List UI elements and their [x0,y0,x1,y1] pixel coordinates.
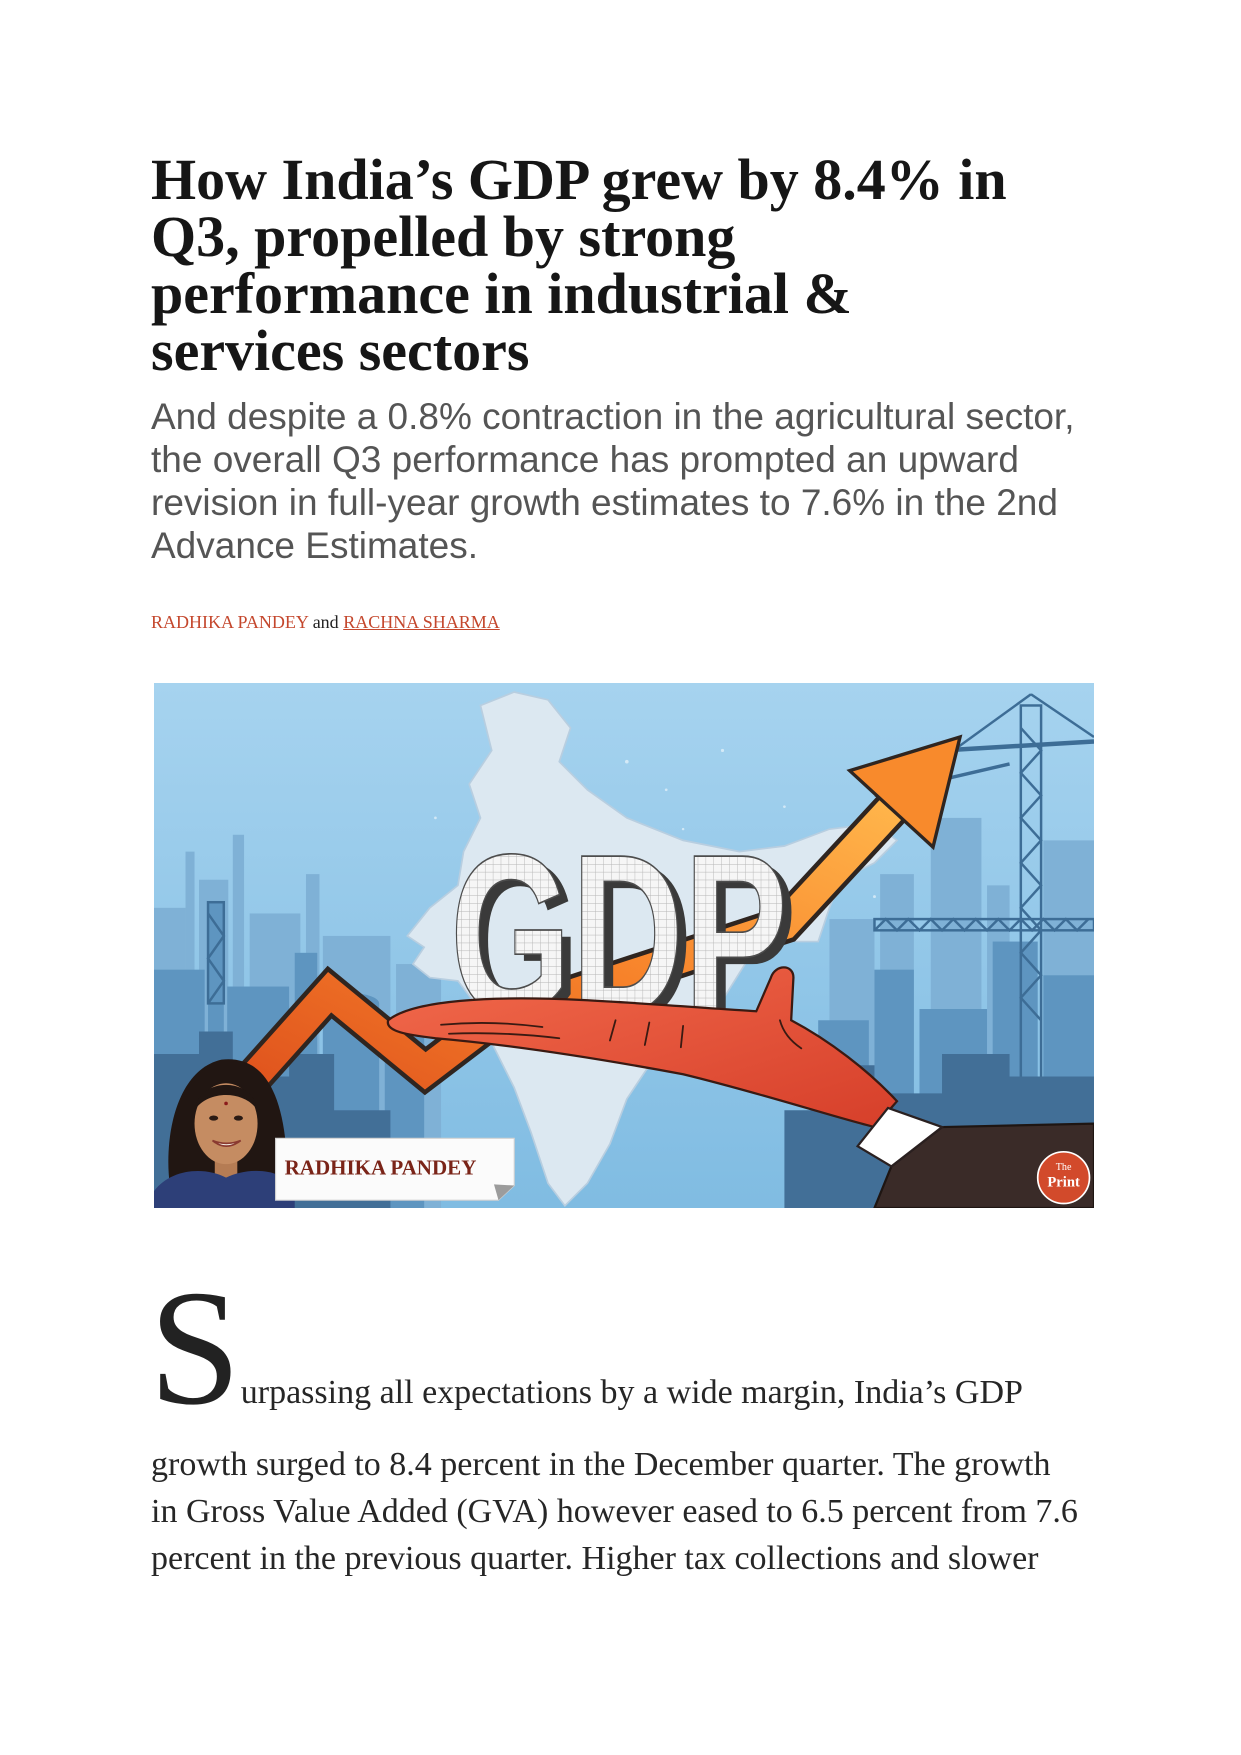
article-subtitle: And despite a 0.8% contraction in the ag… [151,396,1075,566]
hand-illustration [386,966,899,1129]
print-logo-text-top: The [1056,1162,1072,1173]
byline-joiner: and [312,612,339,632]
article-first-line: S urpassing all expectations by a wide m… [149,1265,1023,1430]
byline: RADHIKA PANDEY and RACHNA SHARMA [151,611,500,633]
author-link-radhika-pandey[interactable]: RADHIKA PANDEY [151,612,309,632]
author-portrait [154,1059,295,1208]
drop-cap: S [149,1256,241,1439]
portrait-label-text: RADHIKA PANDEY [285,1155,477,1179]
hero-illustration-svg: GDP GDP [154,683,1094,1208]
portrait-label: RADHIKA PANDEY [275,1137,515,1201]
print-logo-text-bottom: Print [1047,1175,1080,1191]
body-line: percent in the previous quarter. Higher … [151,1540,1039,1577]
growth-arrow [184,734,963,1152]
first-line-text: urpassing all expectations by a wide mar… [240,1374,1023,1411]
shirt-cuff [855,1106,945,1168]
hero-illustration: GDP GDP [154,683,1094,1208]
body-line: growth surged to 8.4 percent in the Dece… [151,1446,1051,1483]
article-body: growth surged to 8.4 percent in the Dece… [151,1441,1078,1582]
print-logo: The Print [1036,1150,1091,1205]
author-link-rachna-sharma[interactable]: RACHNA SHARMA [343,612,500,632]
body-line: in Gross Value Added (GVA) however eased… [151,1493,1078,1530]
article-title: How India’s GDP grew by 8.4% in Q3, prop… [151,147,1007,383]
